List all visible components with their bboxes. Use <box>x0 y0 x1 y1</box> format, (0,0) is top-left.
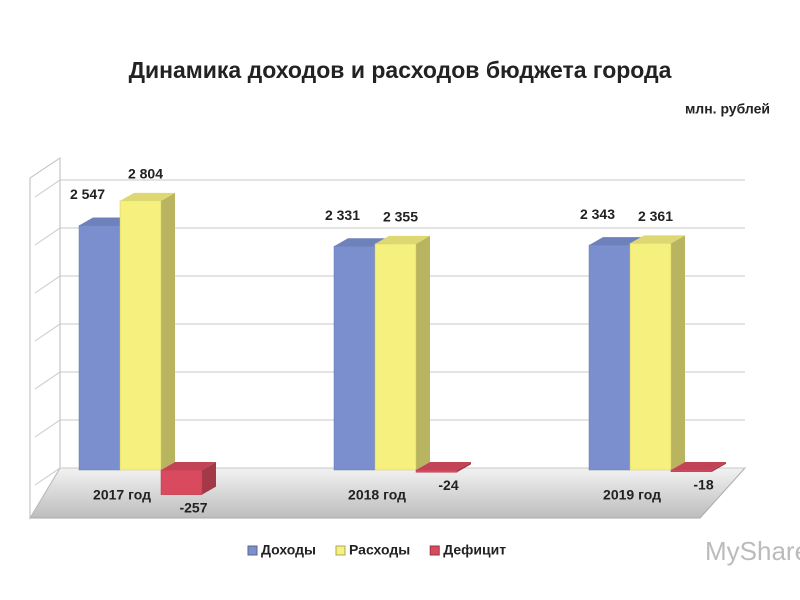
value-label: -24 <box>438 477 458 493</box>
bar-top <box>161 462 216 470</box>
bar <box>670 469 713 472</box>
watermark: MyShared <box>705 536 800 566</box>
legend-swatch <box>429 545 440 556</box>
bar-side <box>712 462 726 472</box>
left-wall <box>29 157 61 520</box>
bar <box>374 243 417 471</box>
x-tick-label: 2018 год <box>348 487 406 503</box>
bar-top <box>416 462 471 470</box>
value-label: -257 <box>179 499 207 515</box>
grid-line <box>34 467 745 486</box>
value-label: 2 343 <box>580 206 615 222</box>
bar <box>415 469 458 473</box>
grid-line <box>34 323 745 342</box>
grid-line <box>34 371 745 390</box>
grid-line <box>34 419 745 438</box>
chart-title: Динамика доходов и расходов бюджета горо… <box>129 57 672 83</box>
value-label: 2 331 <box>325 207 360 223</box>
bar-side <box>416 235 430 470</box>
chart-subtitle: млн. рублей <box>685 101 770 117</box>
grid-line <box>34 179 745 198</box>
bar <box>333 245 376 471</box>
grid-line <box>34 275 745 294</box>
x-tick-label: 2019 год <box>603 487 661 503</box>
bar-top <box>630 235 685 244</box>
legend-swatch <box>247 545 258 556</box>
bar-top <box>589 237 644 246</box>
value-label: 2 547 <box>70 186 105 202</box>
grid-line <box>34 227 745 246</box>
bar <box>119 200 162 471</box>
bar-side <box>671 235 685 470</box>
bar-top <box>120 192 175 201</box>
value-label: 2 355 <box>383 209 418 225</box>
bar-side <box>457 462 471 473</box>
x-tick-label: 2017 год <box>93 487 151 503</box>
bar-top <box>375 235 430 244</box>
bar-side <box>161 192 175 471</box>
bar <box>160 469 203 495</box>
legend-label: Дефицит <box>443 542 506 558</box>
legend-label: Доходы <box>261 542 316 558</box>
value-label: -18 <box>693 476 713 492</box>
bar <box>588 244 631 471</box>
legend-label: Расходы <box>349 542 410 558</box>
value-label: 2 361 <box>638 208 673 224</box>
legend-swatch <box>335 545 346 556</box>
bar <box>78 225 121 471</box>
bar-top <box>671 462 726 470</box>
bar-side <box>202 462 216 495</box>
value-label: 2 804 <box>128 166 163 182</box>
bar <box>629 243 672 471</box>
